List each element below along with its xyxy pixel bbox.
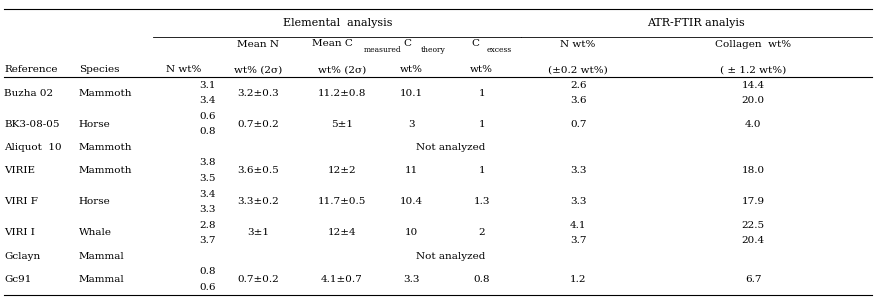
Text: 5±1: 5±1 — [330, 119, 353, 129]
Text: Mammal: Mammal — [79, 275, 124, 284]
Text: excess: excess — [486, 46, 512, 54]
Text: 3.1: 3.1 — [200, 81, 215, 90]
Text: C: C — [471, 39, 480, 48]
Text: C: C — [403, 39, 412, 48]
Text: VIRI F: VIRI F — [4, 197, 39, 206]
Text: 3: 3 — [408, 119, 415, 129]
Text: ( ± 1.2 wt%): ( ± 1.2 wt%) — [720, 66, 787, 74]
Text: 0.8: 0.8 — [200, 127, 215, 136]
Text: Horse: Horse — [79, 197, 110, 206]
Text: 0.6: 0.6 — [200, 283, 215, 292]
Text: Mammoth: Mammoth — [79, 89, 132, 97]
Text: 3.4: 3.4 — [200, 190, 215, 198]
Text: VIRI I: VIRI I — [4, 228, 35, 238]
Text: 10.4: 10.4 — [400, 197, 423, 206]
Text: measured: measured — [364, 46, 401, 54]
Text: BK3-08-05: BK3-08-05 — [4, 119, 60, 129]
Text: 14.4: 14.4 — [742, 81, 765, 90]
Text: Collagen  wt%: Collagen wt% — [716, 40, 791, 49]
Text: 0.8: 0.8 — [200, 267, 215, 276]
Text: 12±4: 12±4 — [328, 228, 356, 238]
Text: 3.6: 3.6 — [570, 96, 586, 105]
Text: ATR-FTIR analyis: ATR-FTIR analyis — [647, 18, 745, 28]
Text: 0.7: 0.7 — [570, 119, 586, 129]
Text: Mean N: Mean N — [237, 40, 279, 49]
Text: 3.3±0.2: 3.3±0.2 — [237, 197, 279, 206]
Text: 12±2: 12±2 — [328, 166, 356, 175]
Text: 3.3: 3.3 — [404, 275, 420, 284]
Text: 2.6: 2.6 — [570, 81, 586, 90]
Text: Aliquot  10: Aliquot 10 — [4, 143, 62, 152]
Text: 2: 2 — [478, 228, 485, 238]
Text: 10: 10 — [405, 228, 419, 238]
Text: 4.1±0.7: 4.1±0.7 — [321, 275, 363, 284]
Text: (±0.2 wt%): (±0.2 wt%) — [548, 66, 608, 74]
Text: Gclayn: Gclayn — [4, 252, 40, 261]
Text: 11.7±0.5: 11.7±0.5 — [317, 197, 366, 206]
Text: Not analyzed: Not analyzed — [416, 252, 486, 261]
Text: Gc91: Gc91 — [4, 275, 32, 284]
Text: N wt%: N wt% — [561, 40, 596, 49]
Text: wt%: wt% — [400, 66, 423, 74]
Text: 11: 11 — [405, 166, 419, 175]
Text: 4.1: 4.1 — [570, 221, 586, 229]
Text: 20.0: 20.0 — [742, 96, 765, 105]
Text: 3±1: 3±1 — [247, 228, 270, 238]
Text: Not analyzed: Not analyzed — [416, 143, 486, 152]
Text: 4.0: 4.0 — [745, 119, 761, 129]
Text: Whale: Whale — [79, 228, 112, 238]
Text: Mammoth: Mammoth — [79, 143, 132, 152]
Text: 1: 1 — [478, 119, 485, 129]
Text: 11.2±0.8: 11.2±0.8 — [317, 89, 366, 97]
Text: 3.3: 3.3 — [200, 205, 215, 214]
Text: 3.2±0.3: 3.2±0.3 — [237, 89, 279, 97]
Text: theory: theory — [420, 46, 445, 54]
Text: 3.3: 3.3 — [570, 166, 586, 175]
Text: 1.3: 1.3 — [474, 197, 490, 206]
Text: 0.7±0.2: 0.7±0.2 — [237, 119, 279, 129]
Text: 2.8: 2.8 — [200, 221, 215, 229]
Text: 6.7: 6.7 — [745, 275, 761, 284]
Text: Reference: Reference — [4, 66, 58, 74]
Text: wt% (2σ): wt% (2σ) — [234, 66, 283, 74]
Text: 3.5: 3.5 — [200, 174, 215, 183]
Text: N wt%: N wt% — [166, 66, 201, 74]
Text: 1: 1 — [478, 166, 485, 175]
Text: 3.4: 3.4 — [200, 96, 215, 105]
Text: VIRIE: VIRIE — [4, 166, 35, 175]
Text: Mean C: Mean C — [313, 39, 353, 48]
Text: 3.8: 3.8 — [200, 159, 215, 167]
Text: 10.1: 10.1 — [400, 89, 423, 97]
Text: wt% (2σ): wt% (2σ) — [317, 66, 366, 74]
Text: Species: Species — [79, 66, 119, 74]
Text: 0.7±0.2: 0.7±0.2 — [237, 275, 279, 284]
Text: 3.7: 3.7 — [200, 236, 215, 245]
Text: 18.0: 18.0 — [742, 166, 765, 175]
Text: 3.6±0.5: 3.6±0.5 — [237, 166, 279, 175]
Text: Elemental  analysis: Elemental analysis — [282, 18, 392, 28]
Text: Horse: Horse — [79, 119, 110, 129]
Text: 17.9: 17.9 — [742, 197, 765, 206]
Text: Mammoth: Mammoth — [79, 166, 132, 175]
Text: 3.7: 3.7 — [570, 236, 586, 245]
Text: 1: 1 — [478, 89, 485, 97]
Text: Mammal: Mammal — [79, 252, 124, 261]
Text: 20.4: 20.4 — [742, 236, 765, 245]
Text: Buzha 02: Buzha 02 — [4, 89, 53, 97]
Text: 22.5: 22.5 — [742, 221, 765, 229]
Text: 0.6: 0.6 — [200, 112, 215, 121]
Text: wt%: wt% — [470, 66, 493, 74]
Text: 3.3: 3.3 — [570, 197, 586, 206]
Text: 1.2: 1.2 — [570, 275, 586, 284]
Text: 0.8: 0.8 — [474, 275, 490, 284]
